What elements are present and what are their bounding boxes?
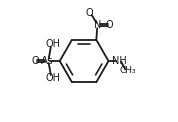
Text: As: As [41,56,54,66]
Text: OH: OH [46,39,61,49]
Text: N: N [94,20,101,30]
Text: O: O [106,20,114,30]
Text: OH: OH [46,73,61,83]
Text: CH₃: CH₃ [119,66,136,75]
Text: O: O [32,56,39,66]
Text: NH: NH [111,56,126,66]
Text: O: O [86,8,93,18]
